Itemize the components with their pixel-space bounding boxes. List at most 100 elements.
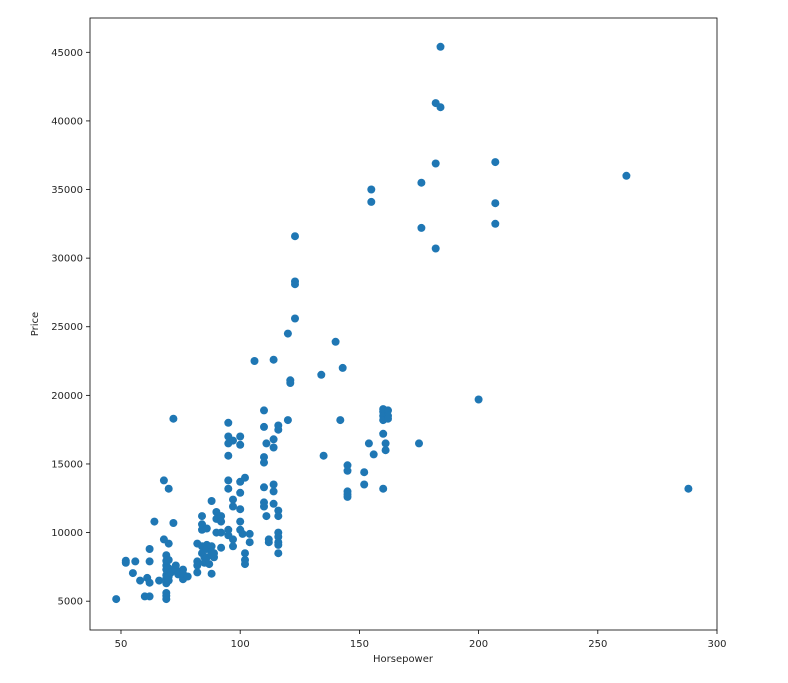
data-point-143: [343, 492, 352, 501]
data-point-81: [229, 502, 237, 511]
data-point-118: [274, 512, 283, 521]
y-tick-label: 20000: [51, 391, 83, 402]
data-point-97: [245, 529, 254, 538]
data-point-89: [236, 505, 245, 514]
data-point-130: [291, 232, 299, 241]
data-point-173: [622, 171, 631, 180]
data-point-44: [193, 561, 202, 570]
data-point-28: [164, 556, 173, 564]
data-point-158: [384, 406, 392, 415]
data-point-96: [241, 560, 249, 569]
x-tick-label: 300: [707, 639, 726, 650]
data-point-148: [367, 197, 376, 206]
data-point-164: [431, 244, 440, 253]
y-tick-label: 30000: [51, 254, 83, 265]
data-point-124: [274, 540, 283, 549]
y-tick-label: 35000: [51, 185, 83, 196]
data-point-174: [684, 484, 693, 493]
data-point-8: [145, 592, 154, 601]
data-point-62: [207, 569, 216, 578]
data-point-85: [236, 432, 245, 441]
data-point-112: [269, 435, 278, 444]
data-point-33: [169, 414, 178, 423]
data-point-138: [338, 363, 347, 372]
x-tick-label: 200: [469, 639, 488, 650]
data-point-140: [343, 466, 352, 475]
data-point-103: [260, 458, 268, 467]
data-point-93: [241, 473, 249, 482]
plot-frame: [89, 17, 718, 631]
data-point-76: [224, 476, 233, 485]
data-point-13: [155, 576, 164, 585]
data-point-64: [210, 549, 218, 558]
data-point-9: [145, 578, 154, 587]
data-point-136: [331, 337, 340, 346]
data-point-58: [207, 542, 216, 551]
x-tick-label: 150: [350, 639, 369, 650]
y-tick-label: 10000: [51, 528, 83, 539]
data-point-170: [491, 158, 500, 167]
data-point-45: [193, 568, 202, 577]
data-point-126: [283, 329, 292, 338]
y-tick-label: 45000: [51, 48, 83, 59]
data-point-78: [224, 525, 233, 534]
data-point-161: [415, 439, 423, 448]
data-point-146: [364, 439, 373, 448]
plot-area: [90, 18, 717, 630]
data-point-75: [224, 451, 233, 460]
data-point-114: [269, 480, 278, 489]
data-point-106: [260, 502, 268, 511]
data-point-167: [436, 103, 445, 112]
data-point-101: [260, 422, 268, 431]
data-point-94: [241, 549, 249, 558]
data-point-80: [229, 495, 237, 504]
data-point-46: [198, 512, 206, 521]
x-tick-label: 250: [588, 639, 607, 650]
data-point-120: [274, 421, 283, 430]
data-point-134: [317, 370, 326, 379]
data-point-82: [229, 535, 237, 544]
y-tick-label: 15000: [51, 459, 83, 470]
y-tick-label: 40000: [51, 116, 83, 127]
data-point-107: [262, 512, 271, 521]
y-axis-ticks: 5000 10000 15000 20000 25000 30000 35000 40000 4…: [51, 48, 90, 608]
data-point-129: [286, 379, 295, 387]
data-point-156: [381, 439, 390, 448]
data-point-168: [436, 42, 445, 51]
data-point-99: [250, 357, 259, 365]
data-point-100: [260, 406, 268, 415]
data-point-144: [360, 468, 369, 477]
data-point-115: [269, 487, 278, 496]
data-point-113: [269, 443, 278, 452]
data-point-12: [150, 517, 159, 526]
data-point-71: [217, 543, 226, 552]
data-point-3: [128, 569, 137, 578]
data-point-172: [491, 219, 500, 228]
data-point-90: [236, 517, 245, 526]
data-point-102: [260, 453, 268, 462]
data-point-139: [343, 461, 352, 470]
data-point-125: [274, 549, 283, 558]
data-point-53: [202, 524, 211, 533]
x-tick-label: 50: [115, 639, 128, 650]
data-point-104: [260, 483, 268, 492]
data-point-169: [474, 395, 483, 404]
data-point-26: [164, 484, 173, 493]
data-point-165: [431, 159, 440, 168]
data-point-117: [274, 506, 283, 515]
data-point-70: [217, 528, 226, 537]
data-point-86: [236, 440, 245, 449]
data-point-68: [217, 512, 226, 521]
data-point-61: [207, 497, 216, 505]
data-point-72: [224, 418, 233, 427]
data-point-11: [145, 545, 154, 553]
data-point-127: [283, 416, 292, 425]
data-point-27: [164, 539, 173, 548]
data-point-157: [381, 446, 390, 455]
data-point-122: [274, 532, 283, 541]
data-point-108: [262, 439, 271, 448]
data-point-162: [417, 178, 426, 187]
x-axis-label: Horsepower: [373, 654, 434, 665]
data-point-34: [169, 519, 178, 527]
data-point-0: [112, 595, 121, 604]
